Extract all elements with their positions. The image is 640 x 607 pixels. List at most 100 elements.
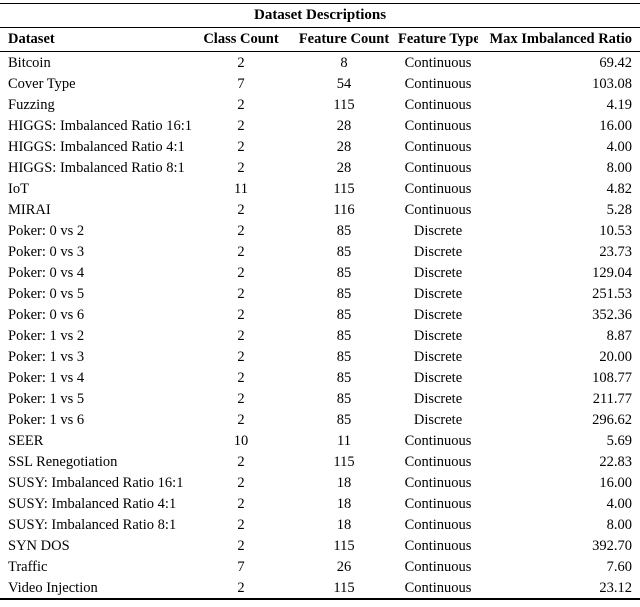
header-row: Dataset Class Count Feature Count Featur… [0, 27, 640, 52]
feature-count-cell: 115 [333, 180, 355, 197]
feature-count-cell: 115 [333, 579, 355, 596]
column-header-dataset: Dataset [0, 27, 192, 52]
dataset-cell: Cover Type [8, 75, 76, 92]
table-row: Poker: 0 vs 4 2 85 Discrete 129.04 [0, 262, 640, 283]
dataset-cell: SYN DOS [8, 537, 70, 554]
table-row: SUSY: Imbalanced Ratio 16:1 2 18 Continuous… [0, 472, 640, 493]
dataset-cell: SSL Renegotiation [8, 453, 118, 470]
class-count-cell: 7 [237, 558, 245, 575]
class-count-cell: 2 [237, 96, 245, 113]
dataset-cell: Poker: 1 vs 6 [8, 411, 85, 428]
feature-type-cell: Continuous [404, 579, 472, 596]
table-row: Poker: 0 vs 2 2 85 Discrete 10.53 [0, 220, 640, 241]
max-imbalanced-ratio-cell: 296.62 [592, 411, 633, 428]
dataset-cell: IoT [8, 180, 29, 197]
class-count-cell: 2 [237, 159, 245, 176]
feature-type-cell: Continuous [404, 138, 472, 155]
dataset-cell: Bitcoin [8, 54, 51, 71]
class-count-cell: 2 [237, 537, 245, 554]
max-imbalanced-ratio-cell: 23.12 [599, 579, 633, 596]
class-count-cell: 2 [237, 117, 245, 134]
dataset-cell: Poker: 0 vs 2 [8, 222, 85, 239]
title-row: Dataset Descriptions [0, 3, 640, 28]
table-row: IoT 11 115 Continuous 4.82 [0, 178, 640, 199]
max-imbalanced-ratio-cell: 22.83 [599, 453, 633, 470]
feature-type-cell: Discrete [413, 348, 463, 365]
feature-type-cell: Continuous [404, 75, 472, 92]
class-count-cell: 2 [237, 369, 245, 386]
feature-type-cell: Continuous [404, 537, 472, 554]
feature-count-cell: 115 [333, 453, 355, 470]
feature-count-cell: 85 [336, 348, 352, 365]
max-imbalanced-ratio-cell: 108.77 [592, 369, 633, 386]
class-count-cell: 2 [237, 243, 245, 260]
max-imbalanced-ratio-cell: 4.82 [606, 180, 633, 197]
table-row: Video Injection 2 115 Continuous 23.12 [0, 577, 640, 599]
feature-count-cell: 85 [336, 369, 352, 386]
table-row: Fuzzing 2 115 Continuous 4.19 [0, 94, 640, 115]
dataset-cell: HIGGS: Imbalanced Ratio 8:1 [8, 159, 185, 176]
max-imbalanced-ratio-cell: 129.04 [592, 264, 633, 281]
table-row: HIGGS: Imbalanced Ratio 8:1 2 28 Continuous… [0, 157, 640, 178]
table-row: SYN DOS 2 115 Continuous 392.70 [0, 535, 640, 556]
max-imbalanced-ratio-cell: 392.70 [592, 537, 633, 554]
max-imbalanced-ratio-cell: 251.53 [592, 285, 633, 302]
class-count-cell: 10 [233, 432, 249, 449]
feature-type-cell: Continuous [404, 201, 472, 218]
feature-type-cell: Discrete [413, 327, 463, 344]
class-count-cell: 2 [237, 516, 245, 533]
feature-count-cell: 28 [336, 138, 352, 155]
table-row: SUSY: Imbalanced Ratio 8:1 2 18 Continuous 8… [0, 514, 640, 535]
dataset-descriptions-table: Dataset Descriptions Dataset Class Count… [0, 3, 640, 600]
feature-type-cell: Continuous [404, 117, 472, 134]
feature-type-cell: Continuous [404, 180, 472, 197]
feature-count-cell: 18 [336, 495, 352, 512]
feature-count-cell: 8 [340, 54, 348, 71]
max-imbalanced-ratio-cell: 69.42 [599, 54, 633, 71]
feature-count-cell: 28 [336, 159, 352, 176]
max-imbalanced-ratio-cell: 103.08 [592, 75, 633, 92]
max-imbalanced-ratio-cell: 5.28 [606, 201, 633, 218]
feature-count-cell: 26 [336, 558, 352, 575]
dataset-cell: Traffic [8, 558, 48, 575]
table-row: Poker: 1 vs 3 2 85 Discrete 20.00 [0, 346, 640, 367]
feature-type-cell: Discrete [413, 264, 463, 281]
table-row: Cover Type 7 54 Continuous 103.08 [0, 73, 640, 94]
max-imbalanced-ratio-cell: 23.73 [599, 243, 633, 260]
class-count-cell: 2 [237, 54, 245, 71]
paper-page: Dataset Descriptions Dataset Class Count… [0, 3, 640, 607]
table-row: Poker: 1 vs 6 2 85 Discrete 296.62 [0, 409, 640, 430]
class-count-cell: 2 [237, 327, 245, 344]
feature-type-cell: Continuous [404, 495, 472, 512]
max-imbalanced-ratio-cell: 7.60 [606, 558, 633, 575]
feature-type-cell: Discrete [413, 306, 463, 323]
max-imbalanced-ratio-cell: 8.00 [606, 159, 633, 176]
feature-count-cell: 54 [336, 75, 352, 92]
feature-count-cell: 85 [336, 327, 352, 344]
feature-type-cell: Continuous [404, 516, 472, 533]
max-imbalanced-ratio-cell: 20.00 [599, 348, 633, 365]
table-row: SEER 10 11 Continuous 5.69 [0, 430, 640, 451]
max-imbalanced-ratio-cell: 211.77 [592, 390, 633, 407]
table-row: Poker: 1 vs 5 2 85 Discrete 211.77 [0, 388, 640, 409]
max-imbalanced-ratio-cell: 352.36 [592, 306, 633, 323]
table-body: Bitcoin 2 8 Continuous 69.42 Cover Type 7 54 Con… [0, 52, 640, 600]
table-row: Poker: 0 vs 3 2 85 Discrete 23.73 [0, 241, 640, 262]
feature-type-cell: Continuous [404, 159, 472, 176]
table-row: Poker: 1 vs 2 2 85 Discrete 8.87 [0, 325, 640, 346]
feature-count-cell: 85 [336, 243, 352, 260]
feature-count-cell: 85 [336, 411, 352, 428]
table-row: MIRAI 2 116 Continuous 5.28 [0, 199, 640, 220]
feature-count-cell: 18 [336, 474, 352, 491]
class-count-cell: 2 [237, 264, 245, 281]
dataset-cell: Poker: 0 vs 6 [8, 306, 85, 323]
max-imbalanced-ratio-cell: 4.00 [606, 495, 633, 512]
feature-count-cell: 85 [336, 222, 352, 239]
feature-count-cell: 18 [336, 516, 352, 533]
feature-count-cell: 116 [333, 201, 355, 218]
table-title: Dataset Descriptions [0, 3, 640, 28]
dataset-cell: Poker: 0 vs 4 [8, 264, 85, 281]
feature-type-cell: Discrete [413, 285, 463, 302]
class-count-cell: 11 [234, 180, 248, 197]
max-imbalanced-ratio-cell: 8.00 [606, 516, 633, 533]
